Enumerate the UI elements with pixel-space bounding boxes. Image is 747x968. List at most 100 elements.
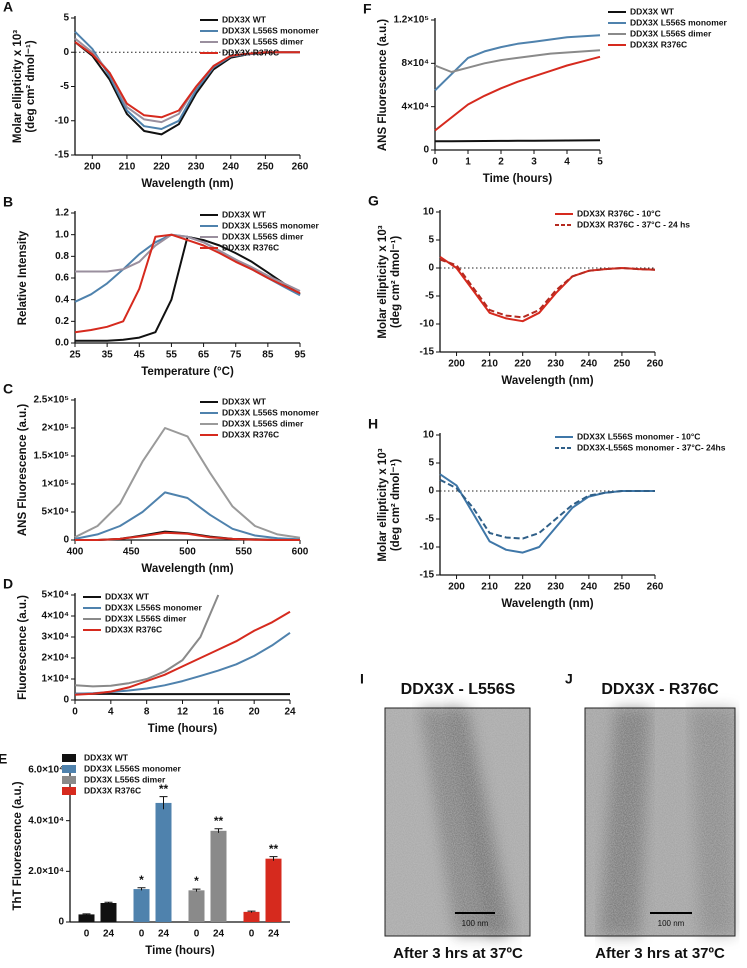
x-tick-label: 16 [213, 707, 225, 718]
y-tick-label: 5 [63, 13, 69, 24]
scale-bar-label: 100 nm [658, 919, 685, 928]
y-axis-label: Molar ellipticity x 10³ [12, 30, 24, 143]
bar [188, 890, 205, 922]
image-title: DDX3X - R376C [601, 681, 719, 698]
y-tick-label: 2×10⁵ [42, 423, 70, 434]
panel-label: A [3, 0, 13, 15]
x-axis-label: Wavelength (nm) [501, 375, 593, 387]
y-tick-label: 0.0 [55, 338, 69, 349]
y-tick-label: 5 [428, 235, 434, 246]
x-tick-label: 260 [647, 359, 664, 370]
series-line [74, 491, 301, 541]
x-tick-label: 210 [481, 582, 498, 593]
x-tick-label: 400 [67, 547, 84, 558]
x-tick-label: 200 [448, 582, 465, 593]
y-tick-label: 0 [63, 47, 69, 58]
legend-label: DDX3X L556S dimer [222, 36, 304, 46]
y-tick-label: 10 [423, 430, 435, 441]
error-bar [269, 856, 278, 861]
x-tick-label: 0 [72, 707, 78, 718]
y-axis-label: Molar ellipticity x 10³ [377, 448, 389, 561]
x-tick-label: 85 [262, 350, 274, 361]
legend-label: DDX3X R376C [222, 47, 279, 57]
y-axis-label: Relative Intensity [17, 230, 29, 325]
significance: * [139, 873, 144, 887]
bar [265, 858, 282, 922]
legend-label: DDX3X R376C - 10°C [577, 208, 661, 218]
x-tick-label: 2 [498, 157, 504, 168]
image-frame [384, 707, 531, 937]
series-line [74, 41, 300, 119]
y-tick-label: -5 [425, 291, 434, 302]
image-title: DDX3X - L556S [401, 681, 516, 698]
y-tick-label: -10 [420, 542, 435, 553]
x-tick-label: 0 [139, 929, 145, 940]
y-tick-label: 1.2×10⁵ [393, 15, 429, 26]
series-line [439, 255, 656, 323]
panel-label: B [3, 194, 13, 210]
x-axis-label: Wavelength (nm) [141, 178, 233, 190]
panel-label: D [3, 576, 13, 592]
legend-label: DDX3X WT [222, 396, 267, 406]
x-tick-label: 45 [134, 350, 146, 361]
series-line [75, 531, 300, 541]
series-line [435, 139, 601, 143]
legend-label: DDX3X R376C [222, 429, 279, 439]
series-line [75, 233, 301, 292]
bar [133, 889, 150, 922]
y-tick-label: 0.8 [55, 251, 69, 262]
x-tick-label: 0 [194, 929, 200, 940]
panel-label: J [565, 671, 573, 687]
chart-panel: A -15 -10 -5 0 5 Molar ellipticity x 10³ (deg c… [3, 0, 320, 190]
x-tick-label: 220 [514, 582, 531, 593]
image-caption: After 3 hrs at 37ºC [393, 945, 523, 962]
micrograph-i: I DDX3X - L556S 100 nm After 3 hrs at 37… [360, 671, 531, 962]
x-tick-label: 4 [564, 157, 570, 168]
y-tick-label: -10 [55, 115, 70, 126]
y-tick-label: -5 [60, 81, 69, 92]
x-tick-label: 55 [166, 350, 178, 361]
chart-panel: F 0 4×10⁴ 8×10⁴ 1.2×10⁵ ANS Fluorescence (a.u… [363, 1, 728, 185]
y-tick-label: 6.0×10⁴ [28, 765, 64, 776]
x-axis-label: Wavelength (nm) [501, 598, 593, 610]
x-tick-label: 250 [614, 582, 631, 593]
y-axis-label: (deg cm² dmol⁻¹) [390, 459, 402, 551]
y-tick-label: 4.0×10⁴ [28, 815, 64, 826]
x-tick-label: 20 [249, 707, 261, 718]
error-bar [82, 913, 91, 915]
x-axis-label: Temperature (°C) [141, 366, 234, 378]
bar [78, 914, 95, 922]
x-tick-label: 25 [69, 350, 81, 361]
micrograph-j: J DDX3X - R376C 100 nm After 3 hrs at 37… [565, 671, 736, 962]
legend-label: DDX3X WT [222, 209, 267, 219]
y-tick-label: 2×10⁴ [42, 653, 70, 664]
series-line [74, 610, 291, 696]
legend-label: DDX3X L556S dimer [222, 418, 304, 428]
legend-swatch [62, 765, 76, 773]
x-tick-label: 200 [84, 162, 101, 173]
x-tick-label: 0 [249, 929, 255, 940]
y-tick-label: 0 [428, 263, 434, 274]
series-line [439, 473, 655, 554]
y-tick-label: 1×10⁴ [42, 674, 70, 685]
series-line [439, 478, 655, 540]
x-tick-label: 210 [481, 359, 498, 370]
error-bar [214, 828, 223, 833]
x-tick-label: 0 [84, 929, 90, 940]
panel-label: E [0, 751, 7, 767]
series-line [74, 427, 301, 539]
chart-panel: D 0 1×10⁴ 2×10⁴ 3×10⁴ 4×10⁴ 5×10⁴ Fluorescence … [3, 576, 296, 735]
y-tick-label: 1×10⁵ [42, 479, 70, 490]
panel-label: F [363, 1, 372, 17]
x-tick-label: 250 [614, 359, 631, 370]
panel-label: C [3, 381, 13, 397]
x-tick-label: 240 [581, 582, 598, 593]
y-tick-label: 0.4 [55, 294, 69, 305]
significance: ** [159, 782, 169, 796]
legend-label: DDX3X WT [222, 14, 267, 24]
image-texture [385, 708, 530, 936]
x-axis-label: Time (hours) [483, 173, 553, 185]
error-bar [137, 887, 146, 891]
x-tick-label: 210 [119, 162, 136, 173]
y-tick-label: 5×10⁴ [42, 507, 70, 518]
